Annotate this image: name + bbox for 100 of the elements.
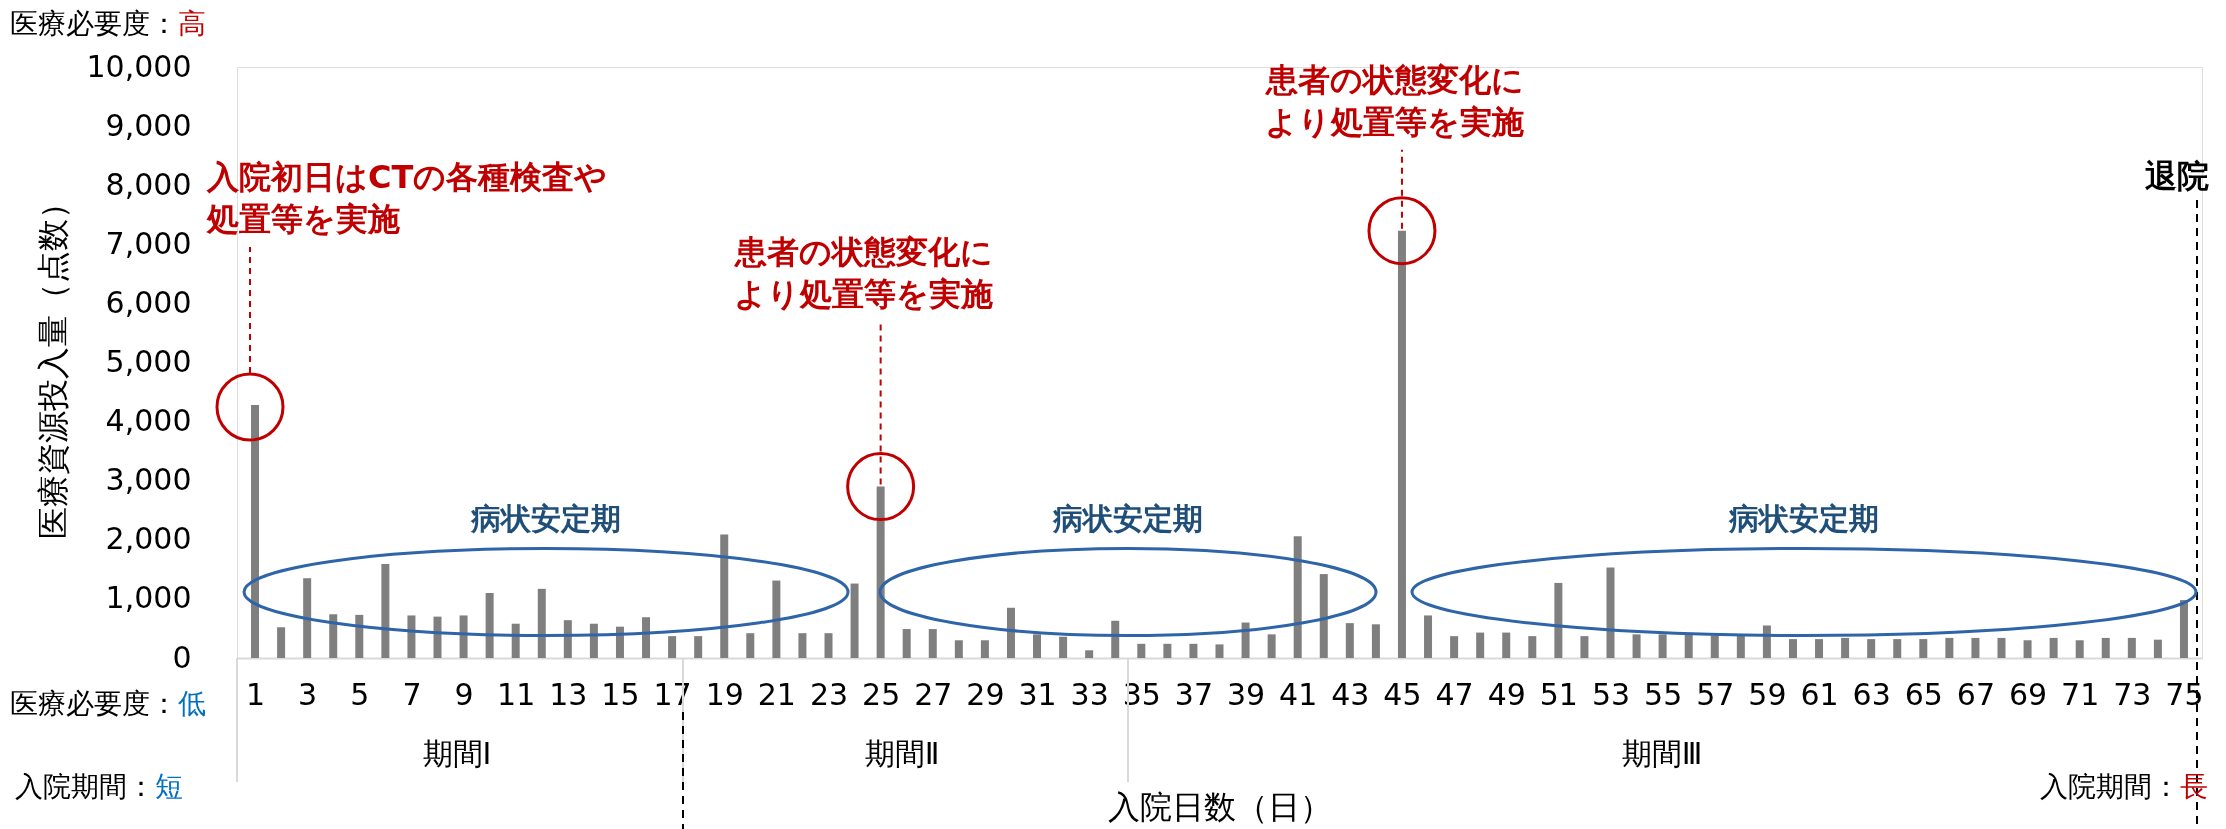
x-tick-label: 25 <box>862 676 901 712</box>
text: 期間Ⅰ <box>422 736 492 771</box>
annotation: 病状安定期 <box>1052 501 1203 536</box>
x-tick-label: 31 <box>1018 676 1057 712</box>
bar <box>1215 644 1224 658</box>
bar <box>850 583 859 658</box>
annotation: 患者の状態変化により処置等を実施 <box>732 232 994 313</box>
ref-line-label: 退院 <box>2145 157 2209 195</box>
x-tick-label: 5 <box>350 676 370 712</box>
bar <box>1528 636 1537 658</box>
x-tick-label: 73 <box>2113 676 2152 712</box>
x-tick-label: 61 <box>1800 676 1839 712</box>
y-tick-label: 7,000 <box>105 225 192 261</box>
x-tick-label: 53 <box>1591 676 1631 712</box>
bar <box>1632 634 1641 658</box>
bar <box>1397 230 1406 658</box>
bar <box>563 620 572 658</box>
bar <box>459 615 468 658</box>
x-tick-label: 55 <box>1644 676 1683 712</box>
text: 期間Ⅲ <box>1621 736 1703 771</box>
bar <box>1137 643 1146 658</box>
x-tick-label: 65 <box>1904 676 1943 712</box>
bar <box>2101 637 2110 658</box>
text: 入院期間：短 <box>15 770 183 803</box>
bar <box>1893 639 1902 658</box>
y-tick-label: 3,000 <box>105 462 192 498</box>
bar <box>1450 636 1459 658</box>
x-tick-label: 57 <box>1696 676 1735 712</box>
x-tick-label: 39 <box>1226 676 1266 712</box>
x-tick-label: 13 <box>549 676 588 712</box>
x-tick-label: 43 <box>1331 676 1370 712</box>
x-tick-label: 1 <box>245 676 266 712</box>
x-axis-title: 入院日数（日） <box>1108 787 1332 826</box>
bar <box>746 633 755 658</box>
bar <box>1658 634 1667 658</box>
bar <box>537 588 546 658</box>
bar <box>1736 635 1745 658</box>
bar <box>485 592 494 658</box>
x-tick-label: 63 <box>1852 676 1891 712</box>
bar <box>329 614 338 658</box>
y-tick-label: 1,000 <box>105 580 192 616</box>
bar <box>668 636 677 658</box>
x-tick-label: 67 <box>1956 676 1996 712</box>
bar <box>1111 620 1120 658</box>
bar <box>355 614 364 658</box>
y-tick-label: 2,000 <box>105 521 192 557</box>
bar <box>824 633 833 658</box>
x-tick-label: 41 <box>1279 676 1318 712</box>
y-axis-title: 医療資源投入量（点数） <box>33 187 72 539</box>
bar <box>1945 637 1954 658</box>
bar <box>1293 536 1302 658</box>
bar <box>2179 600 2188 658</box>
bar <box>1345 623 1354 658</box>
bar <box>1841 637 1850 658</box>
x-tick-label: 71 <box>2061 676 2100 712</box>
bar <box>1710 635 1719 658</box>
x-tick-label: 27 <box>914 676 953 712</box>
bar <box>1788 639 1797 658</box>
bar <box>1476 632 1485 658</box>
x-tick-label: 33 <box>1070 676 1109 712</box>
y-tick-label: 5,000 <box>105 344 192 379</box>
bar <box>1267 634 1276 658</box>
x-tick-label: 3 <box>298 676 318 712</box>
bar <box>1371 624 1380 658</box>
y-tick-label: 9,000 <box>105 107 192 143</box>
bar <box>720 534 729 658</box>
bar <box>2153 639 2162 658</box>
y-tick-label: 6,000 <box>105 284 192 320</box>
bar <box>2127 637 2136 658</box>
bar <box>1059 636 1068 658</box>
bar <box>381 564 390 658</box>
text: 入院期間：長 <box>2040 770 2208 803</box>
y-tick-label: 0 <box>172 639 192 675</box>
bar <box>1997 637 2006 658</box>
bar <box>772 580 781 658</box>
x-tick-label: 51 <box>1539 676 1578 712</box>
bar <box>277 627 286 658</box>
bar <box>980 640 989 658</box>
annotation: 病状安定期 <box>1728 501 1879 536</box>
bar <box>2049 637 2058 658</box>
bar <box>1189 643 1198 658</box>
text: 期間Ⅱ <box>864 736 940 771</box>
bar <box>1502 632 1511 658</box>
y-tick-label: 10,000 <box>86 48 192 84</box>
x-tick-label: 75 <box>2165 676 2204 712</box>
text: 医療必要度：高 <box>10 7 206 40</box>
bar <box>694 636 703 658</box>
bar <box>1580 636 1589 658</box>
x-tick-label: 45 <box>1383 676 1422 712</box>
bar <box>1085 650 1094 658</box>
bar <box>1919 639 1928 658</box>
bar <box>798 633 807 658</box>
bar <box>407 615 416 658</box>
bar <box>1554 582 1563 658</box>
bar <box>928 629 937 658</box>
bar <box>1033 634 1042 658</box>
bar <box>1241 622 1250 658</box>
x-tick-label: 23 <box>809 676 849 712</box>
x-tick-label: 49 <box>1487 676 1526 712</box>
x-tick-label: 59 <box>1748 676 1787 712</box>
